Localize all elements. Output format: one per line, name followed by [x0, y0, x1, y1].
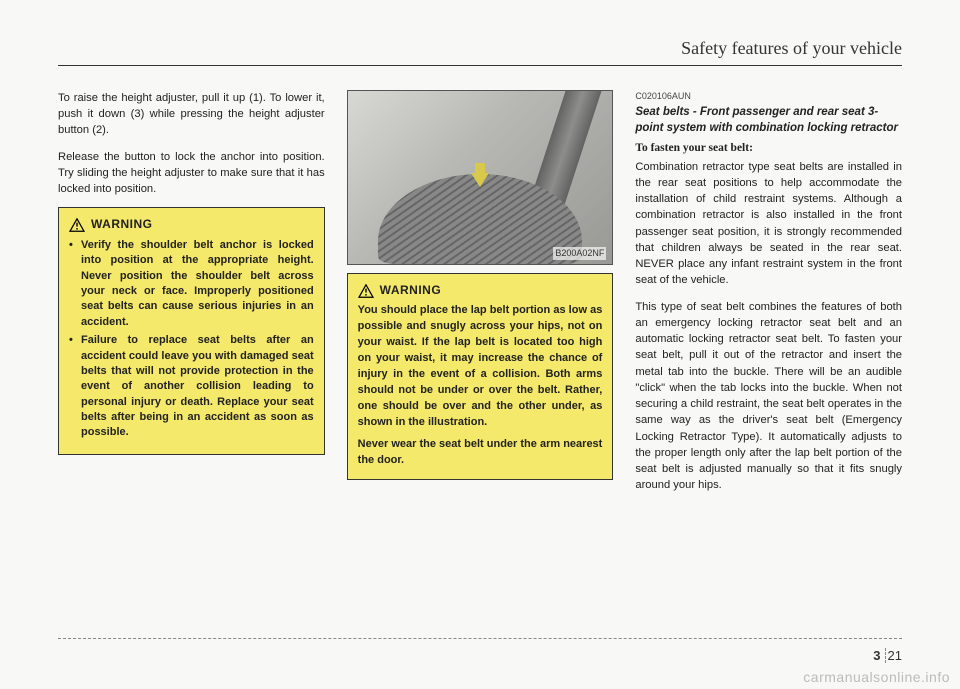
chapter-title: Safety features of your vehicle	[58, 38, 902, 59]
page-number: 321	[873, 648, 902, 663]
content-columns: To raise the height adjuster, pull it up…	[58, 90, 902, 503]
intro-paragraph-2: Release the button to lock the anchor in…	[58, 149, 325, 198]
warning-triangle-icon	[358, 284, 374, 298]
warning-triangle-icon	[69, 218, 85, 232]
warning-item: Verify the shoulder belt anchor is locke…	[69, 238, 314, 330]
figure-code-label: B200A02NF	[553, 247, 606, 260]
header-divider	[58, 65, 902, 66]
body-paragraph: Combination retractor type seat belts ar…	[635, 159, 902, 289]
warning-paragraph: You should place the lap belt portion as…	[358, 303, 603, 431]
column-left: To raise the height adjuster, pull it up…	[58, 90, 325, 503]
warning-header: WARNING	[69, 216, 314, 233]
intro-paragraph-1: To raise the height adjuster, pull it up…	[58, 90, 325, 139]
body-paragraph: This type of seat belt combines the feat…	[635, 299, 902, 494]
section-number: 3	[873, 648, 885, 663]
section-code: C020106AUN	[635, 90, 902, 103]
warning-header: WARNING	[358, 282, 603, 299]
column-right: C020106AUN Seat belts - Front passenger …	[635, 90, 902, 503]
section-label: To fasten your seat belt:	[635, 140, 902, 157]
seatbelt-figure: B200A02NF	[347, 90, 614, 265]
warning-item: Failure to replace seat belts after an a…	[69, 333, 314, 441]
warning-title: WARNING	[380, 282, 442, 299]
warning-list: Verify the shoulder belt anchor is locke…	[69, 238, 314, 441]
warning-paragraph: Never wear the seat belt under the arm n…	[358, 437, 603, 469]
section-heading: Seat belts - Front passenger and rear se…	[635, 105, 902, 136]
column-center: B200A02NF WARNING You should place the l…	[347, 90, 614, 503]
watermark: carmanualsonline.info	[803, 669, 950, 685]
figure-down-arrow-icon	[471, 173, 489, 187]
footer-divider	[58, 638, 902, 639]
warning-box-left: WARNING Verify the shoulder belt anchor …	[58, 207, 325, 454]
warning-box-center: WARNING You should place the lap belt po…	[347, 273, 614, 480]
warning-title: WARNING	[91, 216, 153, 233]
page-number-value: 21	[888, 648, 902, 663]
